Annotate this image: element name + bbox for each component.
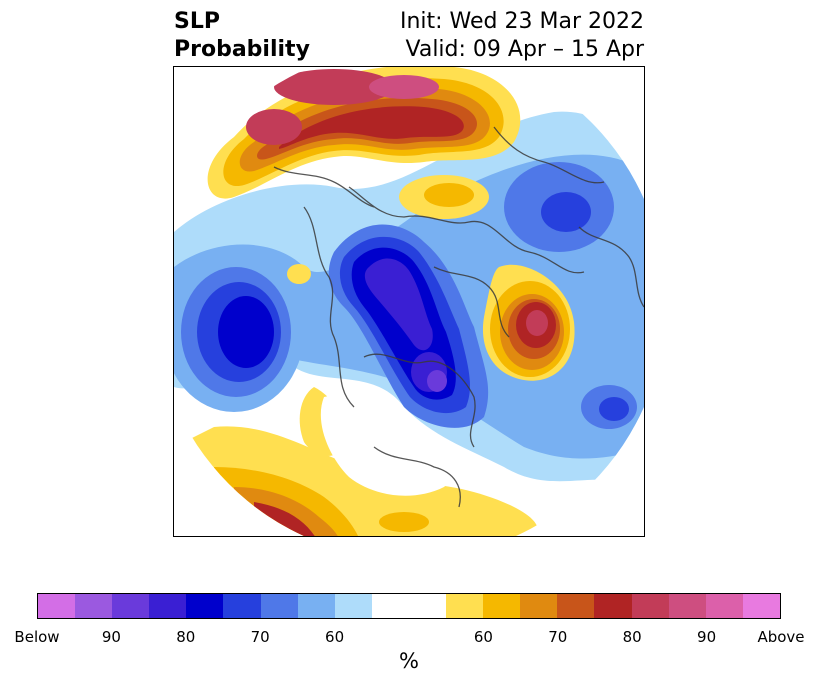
colorbar-segment (631, 594, 669, 618)
colorbar-tick-label: 80 (622, 628, 642, 646)
colorbar-segment (334, 594, 372, 618)
colorbar-segment (594, 594, 632, 618)
colorbar-segment (668, 594, 706, 618)
colorbar-segment (75, 594, 113, 618)
colorbar-tick-label: 90 (697, 628, 717, 646)
colorbar-tick-label: 70 (548, 628, 568, 646)
init-date: Init: Wed 23 Mar 2022 (399, 9, 644, 34)
map-title: SLP Probability (174, 8, 310, 64)
colorbar-segment (223, 594, 261, 618)
coastlines (273, 126, 644, 508)
valid-dates: Valid: 09 Apr – 15 Apr (405, 37, 645, 62)
colorbar-segment (483, 594, 521, 618)
colorbar-tick-label: 80 (176, 628, 196, 646)
colorbar-segment (186, 594, 224, 618)
title-line-2: Probability (174, 37, 310, 62)
colorbar-segment (705, 594, 743, 618)
colorbar-tick-label: 60 (473, 628, 493, 646)
colorbar-segment (112, 594, 150, 618)
colorbar-segment (371, 594, 409, 618)
colorbar-segment (297, 594, 335, 618)
colorbar-tick-label: 90 (101, 628, 121, 646)
colorbar-tick-label: 60 (325, 628, 345, 646)
colorbar-tick-label: Below (14, 628, 60, 646)
title-line-1: SLP (174, 9, 220, 34)
colorbar-segment (520, 594, 558, 618)
colorbar-segment (38, 594, 76, 618)
colorbar (37, 593, 781, 619)
colorbar-tick-label: 70 (250, 628, 270, 646)
colorbar-segment (446, 594, 484, 618)
date-info: Init: Wed 23 Mar 2022 Valid: 09 Apr – 15… (400, 8, 644, 64)
colorbar-segment (149, 594, 187, 618)
probability-fields (174, 67, 644, 536)
colorbar-unit: % (399, 649, 419, 673)
colorbar-segment (408, 594, 447, 618)
colorbar-segment (557, 594, 595, 618)
colorbar-tick-label: Above (757, 628, 805, 646)
colorbar-segment (260, 594, 298, 618)
map-svg (174, 67, 644, 536)
colorbar-segment (742, 594, 780, 618)
probability-map (173, 66, 645, 537)
